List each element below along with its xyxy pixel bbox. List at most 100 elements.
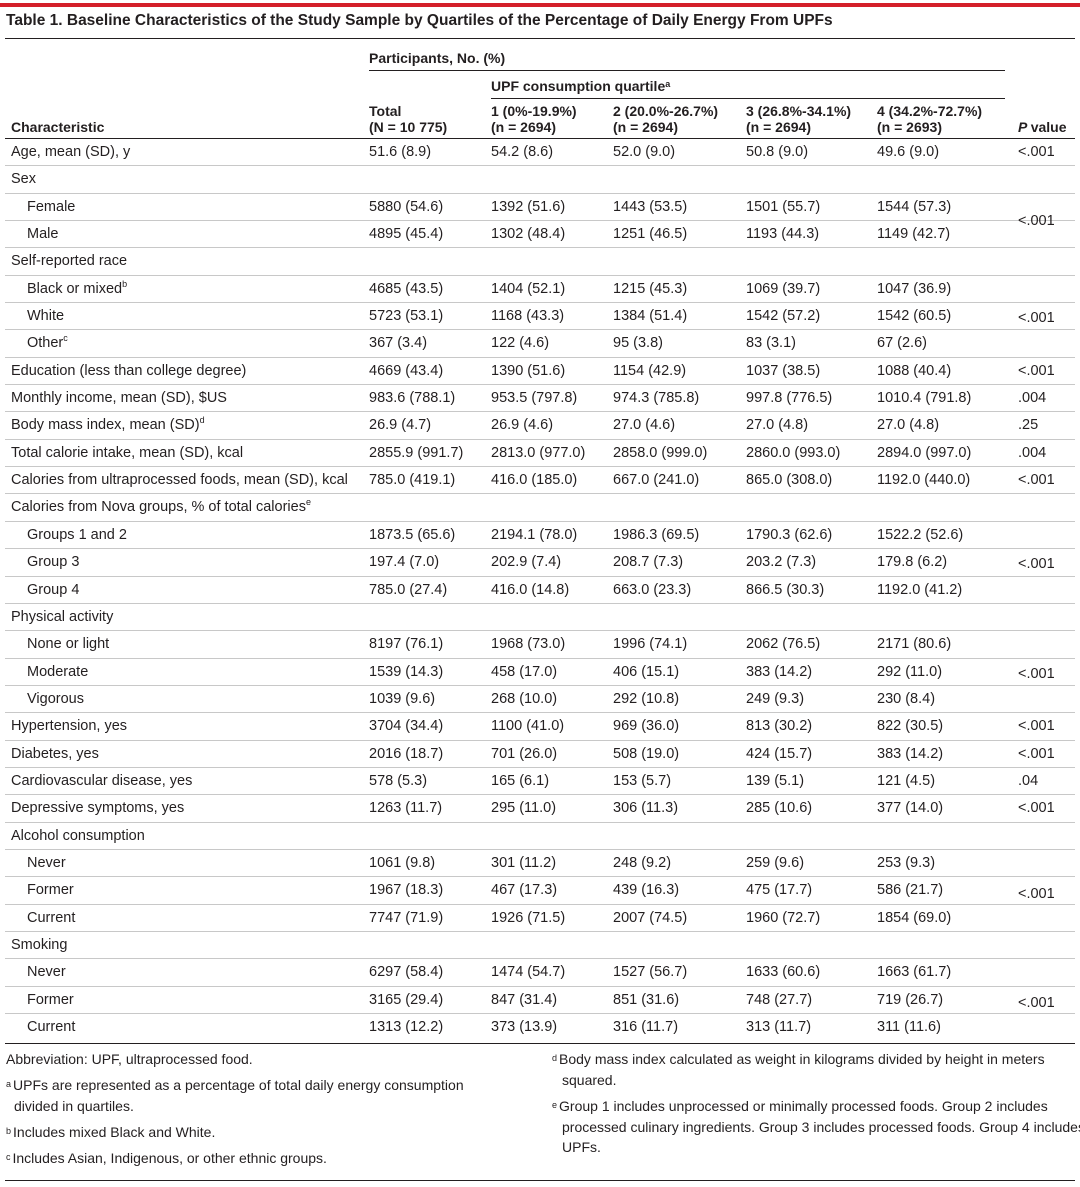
value-cell: 51.6 (8.9) [369, 144, 432, 160]
value-cell: 1100 (41.0) [491, 718, 565, 735]
table-row: Age, mean (SD), y 51.6 (8.9) 54.2 (8.6) 52.… [5, 139, 1075, 167]
value-cell: 865.0 (308.0) [746, 472, 833, 489]
value-cell: 52.0 (9.0) [613, 144, 676, 160]
value-cell: 259 (9.6) [746, 854, 805, 871]
table-row: Current 1313 (12.2) 373 (13.9) 316 (11.7) 31… [5, 1014, 1075, 1041]
value-cell: 26.9 (4.6) [491, 417, 554, 434]
value-cell: 8197 (76.1) [369, 636, 444, 653]
row-label: Age, mean (SD), y [11, 144, 131, 160]
value-cell: 1088 (40.4) [877, 362, 952, 379]
value-cell: 377 (14.0) [877, 800, 944, 817]
value-cell: 1047 (36.9) [877, 280, 952, 297]
value-cell: 1790.3 (62.6) [746, 526, 833, 543]
table-row: White 5723 (53.1) 1168 (43.3) 1384 (51.4) 15… [5, 303, 1075, 331]
value-cell: 667.0 (241.0) [613, 472, 700, 489]
value-cell: 3704 (34.4) [369, 718, 444, 735]
value-cell: 27.0 (4.6) [613, 417, 676, 434]
value-cell: 997.8 (776.5) [746, 390, 833, 407]
row-label: None or light [27, 636, 110, 653]
row-label: Current [27, 1019, 76, 1035]
total-header: Total (N = 10 775) [369, 103, 448, 135]
value-cell: 1542 (57.2) [746, 308, 821, 325]
value-cell: 311 (11.6) [877, 1019, 941, 1035]
table-row: Otherc 367 (3.4) 122 (4.6) 95 (3.8) 83 (3.1)… [5, 330, 1075, 358]
table-row: Hypertension, yes 3704 (34.4) 1100 (41.0) 9… [5, 713, 1075, 741]
row-label: Alcohol consumption [11, 827, 145, 844]
q2-header: 2 (20.0%-26.7%) (n = 2694) [613, 103, 719, 135]
value-cell: 1474 (54.7) [491, 964, 566, 981]
pvalue-race: <.001 [1018, 310, 1055, 326]
value-cell: 458 (17.0) [491, 663, 558, 680]
value-cell: 2894.0 (997.0) [877, 444, 972, 461]
row-label: Self-reported race [11, 253, 128, 270]
value-cell: 1215 (45.3) [613, 280, 688, 297]
value-cell: 1149 (42.7) [877, 226, 951, 243]
value-cell: 1192.0 (41.2) [877, 581, 963, 598]
value-cell: 249 (9.3) [746, 690, 805, 707]
value-cell: 578 (5.3) [369, 772, 428, 789]
pvalue-cell: <.001 [1018, 472, 1055, 489]
value-cell: 822 (30.5) [877, 718, 944, 735]
table-row: Physical activity [5, 604, 1075, 632]
value-cell: 292 (11.0) [877, 663, 943, 680]
value-cell: 406 (15.1) [613, 663, 680, 680]
table-row: Group 3 197.4 (7.0) 202.9 (7.4) 208.7 (7.3)… [5, 549, 1075, 577]
pvalue-activity: <.001 [1018, 666, 1055, 682]
table-row: Never 1061 (9.8) 301 (11.2) 248 (9.2) 259 (9… [5, 850, 1075, 878]
row-label: Black or mixedb [27, 278, 128, 297]
value-cell: 785.0 (27.4) [369, 581, 448, 598]
value-cell: 953.5 (797.8) [491, 390, 578, 407]
value-cell: 4669 (43.4) [369, 362, 444, 379]
q3-header: 3 (26.8%-34.1%) (n = 2694) [746, 103, 852, 135]
value-cell: 83 (3.1) [746, 335, 796, 352]
value-cell: 2860.0 (993.0) [746, 444, 841, 461]
value-cell: 748 (27.7) [746, 991, 813, 1008]
value-cell: 122 (4.6) [491, 335, 550, 352]
footnote-a: a UPFs are represented as a percentage of… [6, 1077, 464, 1114]
value-cell: 1192.0 (440.0) [877, 472, 971, 489]
row-label: Calories from Nova groups, % of total ca… [11, 497, 311, 516]
value-cell: 1154 (42.9) [613, 362, 687, 379]
value-cell: 292 (10.8) [613, 690, 680, 707]
value-cell: 49.6 (9.0) [877, 144, 940, 160]
row-label: Body mass index, mean (SD)d [11, 415, 205, 434]
value-cell: 54.2 (8.6) [491, 144, 554, 160]
value-cell: 785.0 (419.1) [369, 472, 456, 489]
value-cell: 439 (16.3) [613, 882, 680, 899]
pvalue-smoking: <.001 [1018, 995, 1055, 1011]
value-cell: 1633 (60.6) [746, 964, 821, 981]
value-cell: 367 (3.4) [369, 335, 428, 352]
footnote-abbreviation: Abbreviation: UPF, ultraprocessed food. [6, 1051, 253, 1067]
value-cell: 1193 (44.3) [746, 226, 820, 243]
pvalue-cell: .004 [1018, 444, 1047, 461]
pvalue-cell: .25 [1018, 417, 1039, 434]
value-cell: 2855.9 (991.7) [369, 444, 464, 461]
value-cell: 866.5 (30.3) [746, 581, 825, 598]
row-label: Education (less than college degree) [11, 362, 247, 379]
q4-header: 4 (34.2%-72.7%) (n = 2693) [877, 103, 983, 135]
value-cell: 139 (5.1) [746, 772, 805, 789]
value-cell: 1967 (18.3) [369, 882, 444, 899]
value-cell: 969 (36.0) [613, 718, 680, 735]
row-label: Vigorous [27, 690, 84, 707]
pvalue-cell: <.001 [1018, 144, 1055, 160]
table-row: Moderate 1539 (14.3) 458 (17.0) 406 (15.1) 3… [5, 659, 1075, 686]
value-cell: 5880 (54.6) [369, 198, 444, 215]
value-cell: 3165 (29.4) [369, 991, 444, 1008]
pvalue-nova: <.001 [1018, 556, 1055, 572]
row-label: Former [27, 882, 74, 899]
value-cell: 1501 (55.7) [746, 198, 821, 215]
value-cell: 1302 (48.4) [491, 226, 566, 243]
value-cell: 1039 (9.6) [369, 690, 436, 707]
value-cell: 285 (10.6) [746, 800, 813, 817]
pvalue-cell: .04 [1018, 772, 1039, 789]
value-cell: 983.6 (788.1) [369, 390, 456, 407]
value-cell: 4685 (43.5) [369, 280, 444, 297]
table-row: Monthly income, mean (SD), $US 983.6 (788… [5, 385, 1075, 413]
value-cell: 719 (26.7) [877, 991, 944, 1008]
header-bottom-rule [5, 138, 1075, 139]
value-cell: 1010.4 (791.8) [877, 390, 972, 407]
value-cell: 67 (2.6) [877, 335, 927, 352]
q1-header: 1 (0%-19.9%) (n = 2694) [491, 103, 577, 135]
value-cell: 416.0 (185.0) [491, 472, 578, 489]
